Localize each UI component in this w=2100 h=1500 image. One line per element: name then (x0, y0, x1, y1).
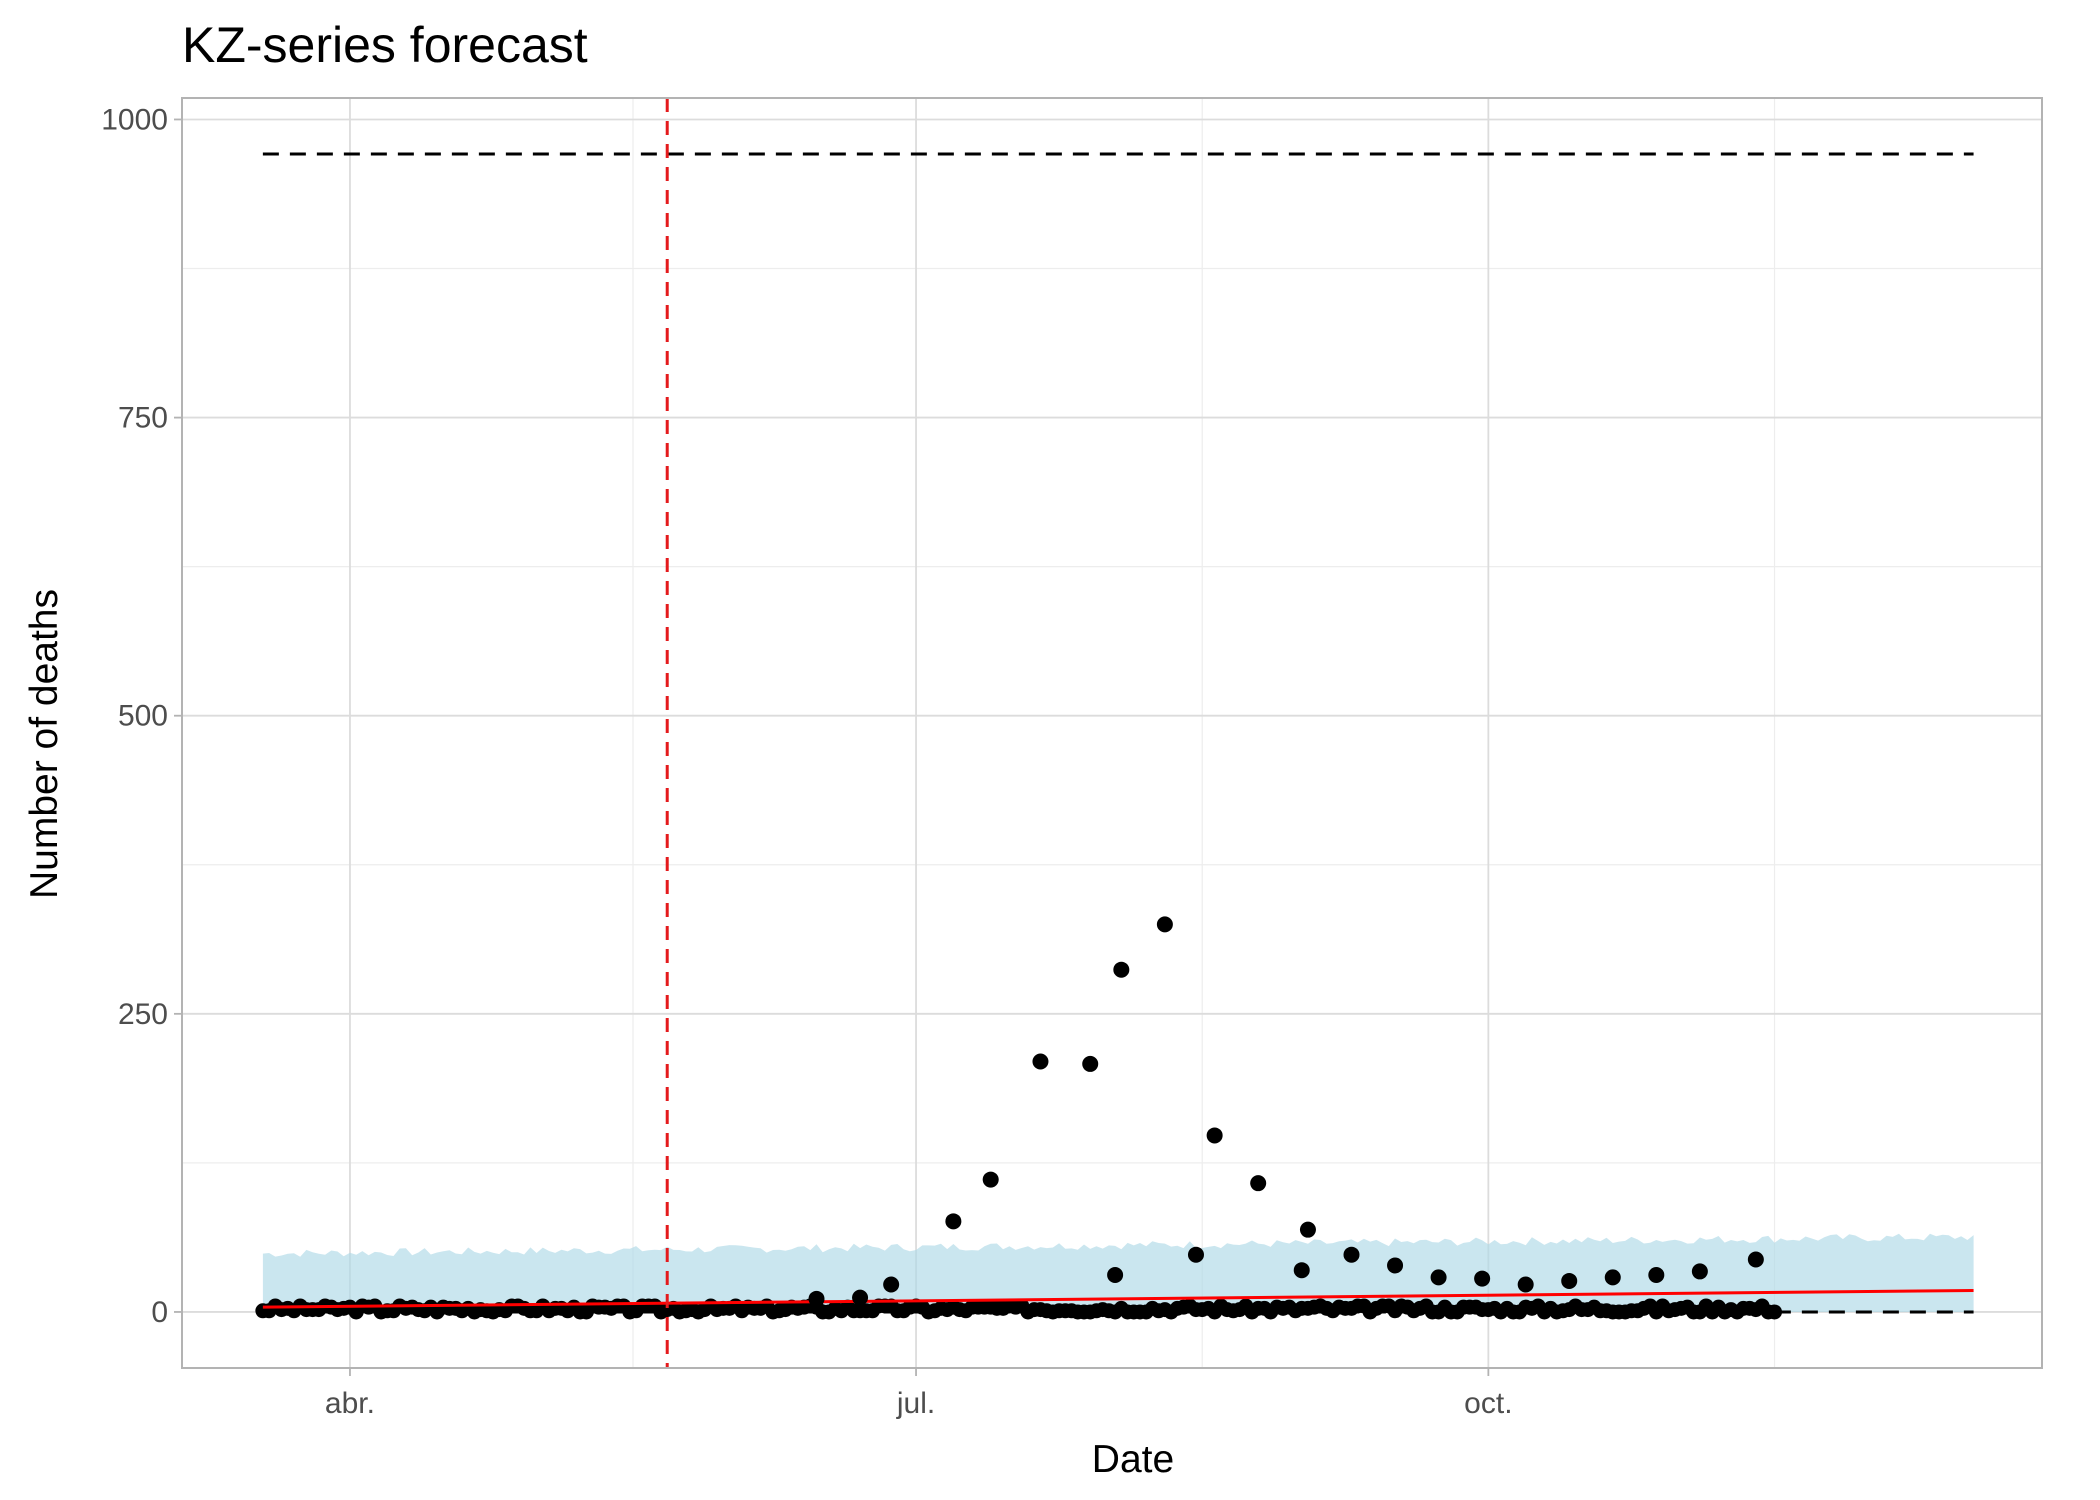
data-point (1299, 1221, 1316, 1238)
data-point (1113, 961, 1130, 978)
data-point (1474, 1270, 1491, 1287)
data-point (1187, 1246, 1204, 1263)
data-point (1107, 1266, 1124, 1283)
data-point (1430, 1269, 1447, 1286)
data-point (1156, 916, 1173, 933)
y-tick-label: 500 (118, 700, 168, 733)
trend-line (262, 1288, 1974, 1309)
plot-panel: 0 250 500 750 1000 abr. jul. oct. (101, 97, 2043, 1420)
data-point (1648, 1266, 1665, 1283)
data-point (1387, 1257, 1404, 1274)
data-point (808, 1290, 825, 1307)
data-point (883, 1276, 900, 1293)
data-point (1747, 1251, 1764, 1268)
x-tick-label: jul. (896, 1387, 935, 1420)
y-tick-label: 250 (118, 998, 168, 1031)
x-tick-label: abr. (325, 1387, 375, 1420)
x-axis-title: Date (1092, 1438, 1174, 1481)
data-point (1082, 1055, 1099, 1072)
data-point (1206, 1127, 1223, 1144)
data-point (1343, 1246, 1360, 1263)
y-axis-title: Number of deaths (23, 589, 66, 899)
data-point (1032, 1053, 1049, 1070)
data-point (852, 1289, 869, 1306)
data-point (945, 1213, 962, 1230)
y-tick-label: 0 (151, 1296, 168, 1329)
panel-background (182, 98, 2042, 1368)
panel-border (181, 97, 2043, 1369)
data-point (982, 1171, 999, 1188)
data-point (1517, 1276, 1534, 1293)
chart-title: KZ-series forecast (182, 17, 588, 73)
data-point (1691, 1263, 1708, 1280)
x-tick-label: oct. (1464, 1387, 1512, 1420)
data-point (1250, 1175, 1267, 1192)
y-tick-label: 750 (118, 402, 168, 435)
data-point (1767, 1304, 1783, 1320)
data-point (1604, 1269, 1621, 1286)
data-point (1561, 1272, 1578, 1289)
y-tick-label: 1000 (101, 103, 168, 136)
data-point (1293, 1262, 1310, 1279)
